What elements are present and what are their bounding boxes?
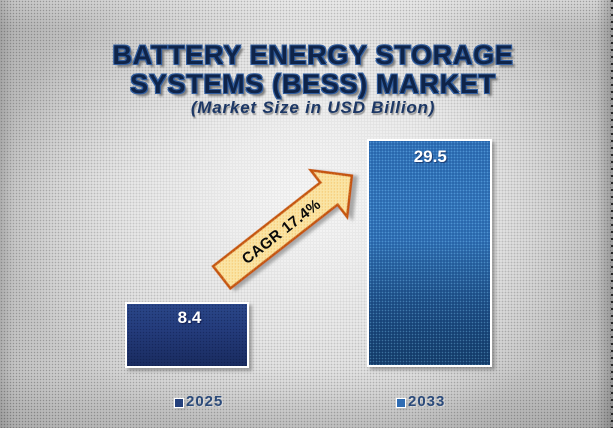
svg-text:CAGR 17.4%: CAGR 17.4% (239, 196, 324, 268)
